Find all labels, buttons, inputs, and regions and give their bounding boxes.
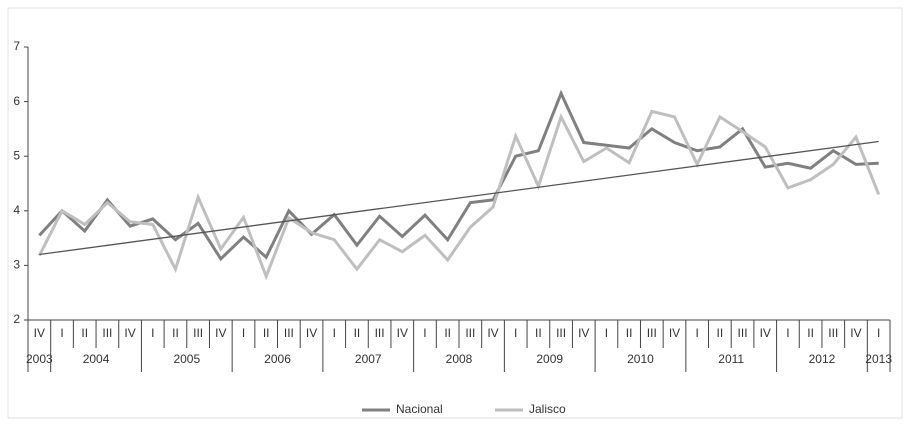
y-tick-label: 3 (13, 258, 20, 272)
trend-line (39, 140, 879, 256)
year-label: 2004 (83, 352, 110, 366)
chart-frame (7, 7, 903, 419)
x-tick-label: IV (669, 326, 680, 340)
y-tick-label: 4 (13, 203, 20, 217)
x-tick-label: II (626, 326, 633, 340)
x-tick-label: II (444, 326, 451, 340)
x-tick-label: I (786, 326, 789, 340)
x-tick-label: III (193, 326, 203, 340)
x-tick-label: I (696, 326, 699, 340)
x-tick-label: IV (215, 326, 226, 340)
x-tick-label: III (102, 326, 112, 340)
x-tick-label: III (647, 326, 657, 340)
x-tick-label: II (535, 326, 542, 340)
year-label: 2005 (173, 352, 200, 366)
x-tick-label: IV (124, 326, 135, 340)
x-tick-label: I (60, 326, 63, 340)
year-label: 2010 (627, 352, 654, 366)
y-tick-label: 5 (13, 148, 20, 162)
x-tick-label: I (877, 326, 880, 340)
x-tick-label: II (717, 326, 724, 340)
y-tick-label: 2 (13, 312, 20, 326)
x-tick-label: IV (397, 326, 408, 340)
y-tick-label: 6 (13, 94, 20, 108)
x-tick-label: IV (760, 326, 771, 340)
year-label: 2007 (355, 352, 382, 366)
x-tick-label: I (333, 326, 336, 340)
x-tick-label: III (465, 326, 475, 340)
series-line (38, 89, 879, 262)
x-tick-label: II (354, 326, 361, 340)
year-label: 2008 (446, 352, 473, 366)
y-tick-label: 7 (13, 39, 20, 53)
x-tick-label: I (605, 326, 608, 340)
x-tick-label: I (151, 326, 154, 340)
series-line (38, 109, 881, 281)
x-tick-label: II (172, 326, 179, 340)
legend-label: Jalisco (529, 402, 566, 416)
x-tick-label: I (514, 326, 517, 340)
x-tick-label: I (242, 326, 245, 340)
x-tick-label: IV (578, 326, 589, 340)
year-label: 2013 (865, 352, 892, 366)
x-tick-label: II (81, 326, 88, 340)
x-tick-label: IV (487, 326, 498, 340)
x-tick-label: IV (306, 326, 317, 340)
year-label: 2006 (264, 352, 291, 366)
x-tick-label: IV (850, 326, 861, 340)
legend-label: Nacional (396, 402, 443, 416)
x-tick-label: III (284, 326, 294, 340)
x-tick-label: II (807, 326, 814, 340)
x-tick-label: II (263, 326, 270, 340)
x-tick-label: III (556, 326, 566, 340)
x-tick-label: I (423, 326, 426, 340)
year-label: 2009 (536, 352, 563, 366)
x-tick-label: III (375, 326, 385, 340)
x-tick-label: III (738, 326, 748, 340)
year-label: 2011 (718, 352, 744, 366)
year-label: 2003 (26, 352, 53, 366)
x-tick-label: III (828, 326, 838, 340)
year-label: 2012 (809, 352, 836, 366)
x-tick-label: IV (34, 326, 45, 340)
